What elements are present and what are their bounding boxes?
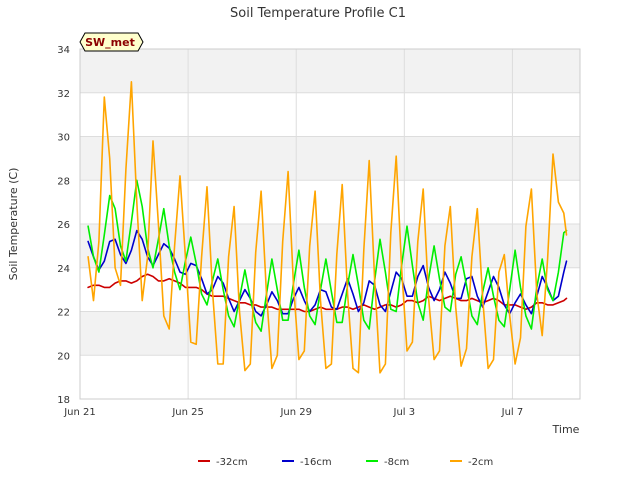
x-tick-label: Jun 29 <box>279 407 312 418</box>
legend-label: -16cm <box>300 457 332 468</box>
x-tick-label: Jun 21 <box>63 407 96 418</box>
y-tick-label: 28 <box>57 176 70 187</box>
legend: -32cm -16cm -8cm -2cm <box>198 457 493 468</box>
x-tick-label: Jul 7 <box>501 407 524 418</box>
y-tick-label: 32 <box>57 89 70 100</box>
y-axis-ticks: 18 20 22 24 26 28 30 32 34 <box>57 45 70 406</box>
x-axis-label: Time <box>552 423 580 436</box>
series-line-2cm <box>87 81 568 374</box>
station-badge-shape <box>79 32 144 52</box>
y-tick-label: 30 <box>57 133 70 144</box>
chart-title: Soil Temperature Profile C1 <box>230 6 406 21</box>
legend-label: -2cm <box>468 457 493 468</box>
grid-band <box>80 136 580 181</box>
series-line-16cm <box>87 229 568 317</box>
grid-band <box>80 49 580 93</box>
x-axis-ticks: Jun 21 Jun 25 Jun 29 Jul 3 Jul 7 <box>63 407 523 418</box>
series-lines <box>87 81 568 374</box>
y-axis-label: Soil Temperature (C) <box>7 168 20 281</box>
y-tick-label: 20 <box>57 351 70 362</box>
x-tick-label: Jul 3 <box>393 407 416 418</box>
series-line-32cm <box>87 273 568 313</box>
series-line-8cm <box>87 179 568 333</box>
y-tick-label: 22 <box>57 308 70 319</box>
station-badge: SW_met <box>79 32 144 52</box>
y-tick-label: 34 <box>57 45 70 56</box>
y-tick-label: 24 <box>57 264 70 275</box>
x-tick-label: Jun 25 <box>171 407 204 418</box>
plot-border <box>79 48 581 400</box>
legend-label: -32cm <box>216 457 248 468</box>
legend-label: -8cm <box>384 457 409 468</box>
y-tick-label: 18 <box>57 395 70 406</box>
station-badge-label: SW_met <box>85 36 135 49</box>
y-tick-label: 26 <box>57 220 70 231</box>
